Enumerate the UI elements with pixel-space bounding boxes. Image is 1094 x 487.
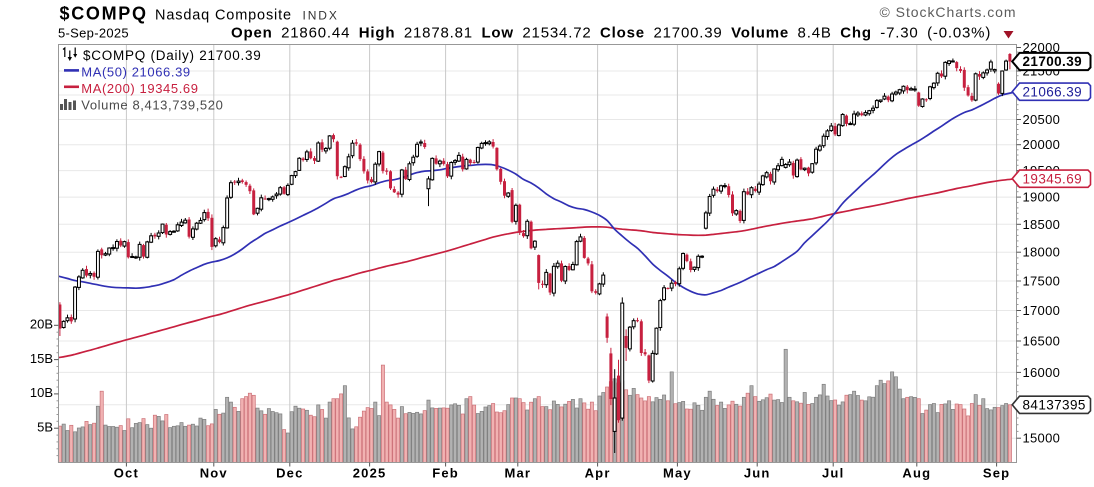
svg-text:17000: 17000 [1023,303,1061,318]
svg-text:15B: 15B [30,351,53,366]
svg-text:17500: 17500 [1023,274,1061,289]
svg-text:84137395: 84137395 [1023,398,1086,413]
svg-text:Aug: Aug [902,466,931,481]
svg-text:21700.39: 21700.39 [1023,54,1083,69]
svg-text:INDX: INDX [303,8,339,22]
svg-text:Feb: Feb [432,466,459,481]
svg-text:5-Sep-2025: 5-Sep-2025 [58,25,129,40]
svg-text:MA(200) 19345.69: MA(200) 19345.69 [81,81,198,96]
svg-text:MA(50) 21066.39: MA(50) 21066.39 [81,64,190,79]
svg-text:5B: 5B [37,419,53,434]
svg-text:Oct: Oct [114,466,139,481]
svg-text:20000: 20000 [1023,137,1061,152]
svg-text:Nov: Nov [200,466,228,481]
svg-text:Volume 8,413,739,520: Volume 8,413,739,520 [81,97,223,112]
svg-text:19000: 19000 [1023,190,1061,205]
svg-text:Open 21860.44 High 21878.81 Lo: Open 21860.44 High 21878.81 Low 21534.72… [231,24,991,41]
svg-text:2025: 2025 [353,466,387,481]
svg-text:Mar: Mar [504,466,531,481]
svg-text:$COMPQ (Daily) 21700.39: $COMPQ (Daily) 21700.39 [83,48,262,63]
svg-text:May: May [663,466,692,481]
svg-text:15000: 15000 [1023,431,1061,446]
svg-text:16500: 16500 [1023,334,1061,349]
svg-text:18500: 18500 [1023,217,1061,232]
svg-text:Apr: Apr [585,466,611,481]
svg-text:20500: 20500 [1023,112,1061,127]
svg-text:10B: 10B [30,385,53,400]
svg-text:Jun: Jun [744,466,771,481]
svg-text:Nasdaq Composite: Nasdaq Composite [155,7,292,23]
svg-text:Sep: Sep [983,466,1010,481]
svg-text:Dec: Dec [276,466,303,481]
svg-text:22000: 22000 [1023,40,1061,55]
svg-text:Jul: Jul [822,466,844,481]
svg-text:21066.39: 21066.39 [1023,84,1083,99]
svg-text:19345.69: 19345.69 [1023,171,1083,186]
svg-text:16000: 16000 [1023,365,1061,380]
svg-text:18000: 18000 [1023,245,1061,260]
svg-text:20B: 20B [30,317,53,332]
svg-text:$COMPQ: $COMPQ [60,3,148,23]
svg-text:© StockCharts.com: © StockCharts.com [880,4,1017,20]
